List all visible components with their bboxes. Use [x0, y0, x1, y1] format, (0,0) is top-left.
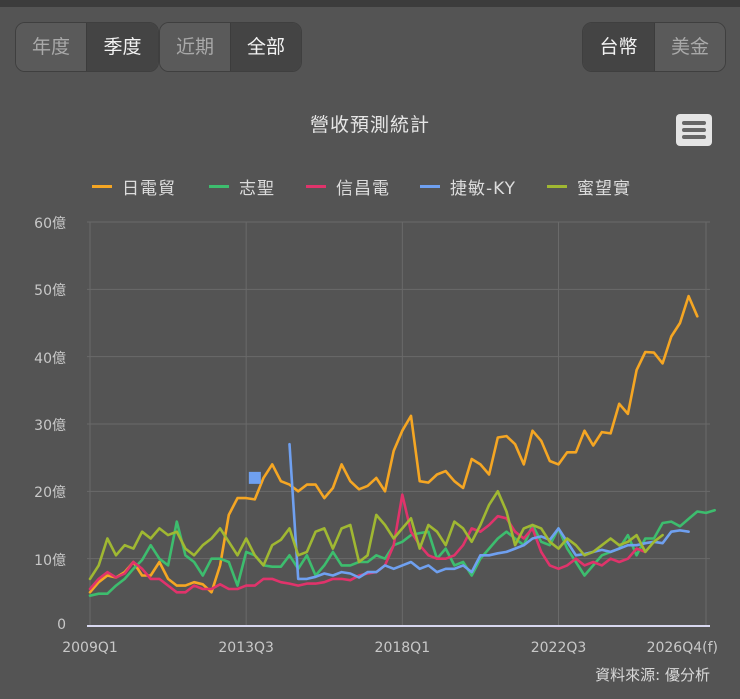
y-tick-label: 50億	[34, 283, 66, 300]
legend-label: 志聖	[239, 179, 275, 199]
x-tick-label: 2018Q1	[374, 640, 431, 656]
currency-toggle: 台幣 美金	[582, 22, 726, 72]
period-annual-button[interactable]: 年度	[16, 23, 86, 71]
x-tick-label: 2013Q3	[218, 640, 274, 656]
range-toggle: 近期 全部	[159, 22, 302, 72]
y-tick-label: 10億	[34, 552, 66, 569]
source-credit: 資料來源: 優分析	[595, 666, 710, 684]
legend-item-xcd[interactable]: 信昌電	[306, 174, 390, 199]
hamburger-menu-icon[interactable]	[676, 114, 712, 146]
y-tick-label: 0	[57, 617, 66, 633]
y-tick-label: 20億	[34, 485, 66, 502]
legend-item-jm[interactable]: 捷敏-KY	[420, 174, 516, 199]
chart-title: 營收預測統計	[309, 114, 430, 136]
currency-twd-button[interactable]: 台幣	[583, 23, 654, 71]
currency-usd-button[interactable]: 美金	[654, 23, 725, 71]
y-tick-label: 60億	[34, 216, 66, 232]
legend-swatch	[306, 185, 326, 188]
series-marker[interactable]	[248, 471, 261, 484]
legend-label: 信昌電	[336, 179, 390, 199]
range-all-button[interactable]: 全部	[230, 23, 301, 71]
legend-label: 蜜望實	[577, 179, 631, 199]
y-tick-label: 40億	[34, 350, 66, 367]
y-tick-label: 30億	[34, 418, 66, 434]
legend-item-mws[interactable]: 蜜望實	[547, 174, 631, 199]
series-line[interactable]	[88, 489, 664, 581]
period-quarterly-button[interactable]: 季度	[86, 23, 158, 71]
x-tick-label: 2009Q1	[62, 640, 118, 656]
series-line[interactable]	[288, 442, 690, 581]
series-line[interactable]	[88, 294, 699, 594]
period-toggle: 年度 季度	[15, 22, 159, 72]
legend-label: 捷敏-KY	[450, 179, 517, 199]
chart-legend: 日電貿 志聖 信昌電 捷敏-KY 蜜望實	[0, 174, 740, 199]
x-tick-label: 2026Q4(f)	[646, 640, 718, 656]
legend-swatch	[420, 185, 440, 188]
legend-label: 日電貿	[122, 179, 176, 199]
x-tick-label: 2022Q3	[530, 640, 587, 656]
legend-item-rdx[interactable]: 日電貿	[92, 174, 176, 199]
top-bar	[0, 0, 740, 7]
legend-swatch	[547, 185, 567, 188]
legend-swatch	[209, 185, 229, 188]
range-recent-button[interactable]: 近期	[160, 23, 230, 71]
legend-item-cstg[interactable]: 志聖	[209, 174, 275, 199]
legend-swatch	[92, 185, 112, 188]
